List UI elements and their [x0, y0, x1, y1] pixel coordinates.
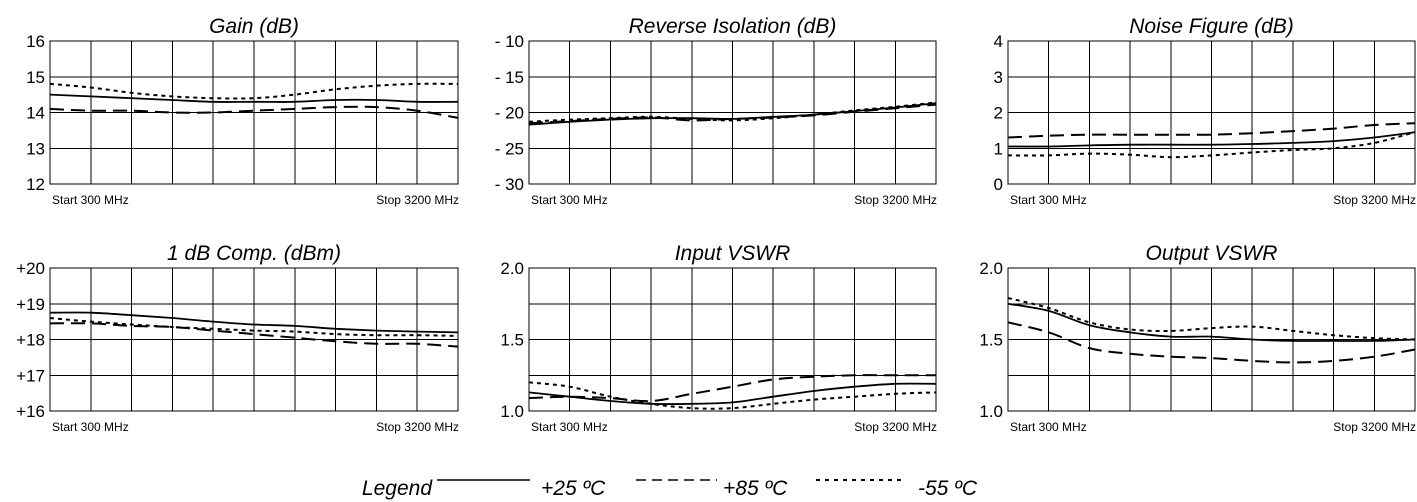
gain-title: Gain (dB): [209, 15, 299, 38]
output-vswr-ytick-label: 2.0: [979, 259, 1003, 278]
input-vswr-plot-frame: [528, 267, 937, 412]
reverse-isolation-title: Reverse Isolation (dB): [629, 15, 837, 38]
input-vswr-ytick-label: 1.5: [500, 331, 524, 350]
noise-figure-plot-frame: [1007, 40, 1416, 185]
input-vswr-x-stop-label: Stop 3200 MHz: [854, 420, 937, 434]
legend-label: Legend: [362, 477, 433, 500]
reverse-isolation-ytick-label: - 10: [495, 32, 524, 51]
reverse-isolation-ytick-label: - 20: [495, 104, 524, 123]
noise-figure-ytick-label: 4: [994, 32, 1003, 51]
output-vswr-ytick-label: 1.5: [979, 331, 1003, 350]
gain-ytick-label: 16: [26, 32, 45, 51]
p1db-x-stop-label: Stop 3200 MHz: [376, 420, 459, 434]
input-vswr-series-dashed: [528, 374, 936, 403]
noise-figure-series-dashed: [1007, 122, 1416, 139]
p1db-chart: 1 dB Comp. (dBm) +20 +19 +18 +17 +16 Start 300…: [16, 242, 459, 434]
gain-series-dashed: [49, 105, 459, 119]
reverse-isolation-ytick-label: - 25: [495, 139, 524, 158]
p1db-ytick-label: +20: [16, 259, 45, 278]
gain-ytick-label: 15: [26, 68, 45, 87]
p1db-series-solid: [49, 311, 459, 334]
gain-plot-frame: [49, 40, 459, 185]
p1db-series-dashed: [49, 322, 459, 348]
legend-item-plus85: +85 ºC: [723, 477, 788, 500]
output-vswr-series-dotted: [1007, 297, 1416, 341]
p1db-x-start-label: Start 300 MHz: [52, 420, 129, 434]
gain-ytick-label: 14: [26, 104, 45, 123]
noise-figure-ytick-label: 0: [994, 175, 1003, 194]
reverse-isolation-ytick-label: - 30: [495, 175, 524, 194]
reverse-isolation-x-stop-label: Stop 3200 MHz: [854, 193, 937, 207]
reverse-isolation-plot-frame: [528, 40, 937, 185]
p1db-ytick-label: +17: [16, 366, 45, 385]
gain-x-start-label: Start 300 MHz: [52, 193, 129, 207]
noise-figure-series-solid: [1007, 131, 1416, 148]
p1db-plot-frame: [49, 267, 459, 412]
p1db-series-dotted: [49, 317, 459, 337]
gain-chart: Gain (dB) 16 15 14 13 12 Start 300 MHz Stop 320…: [26, 15, 459, 207]
reverse-isolation-ytick-label: - 15: [495, 68, 524, 87]
input-vswr-ytick-label: 2.0: [500, 259, 524, 278]
input-vswr-title: Input VSWR: [675, 242, 791, 265]
reverse-isolation-series-dotted: [528, 101, 937, 123]
noise-figure-ytick-label: 3: [994, 68, 1003, 87]
gain-series-dotted: [49, 82, 459, 100]
noise-figure-series-dotted: [1007, 131, 1416, 159]
noise-figure-ytick-label: 1: [994, 139, 1003, 158]
input-vswr-x-start-label: Start 300 MHz: [531, 420, 608, 434]
legend-item-plus25: +25 ºC: [541, 477, 606, 500]
gain-ytick-label: 12: [26, 175, 45, 194]
input-vswr-series-solid: [528, 382, 937, 405]
reverse-isolation-x-start-label: Start 300 MHz: [531, 193, 608, 207]
noise-figure-x-start-label: Start 300 MHz: [1010, 193, 1087, 207]
output-vswr-series-solid: [1007, 302, 1416, 342]
noise-figure-ytick-label: 2: [994, 104, 1003, 123]
reverse-isolation-series-dashed: [528, 103, 937, 125]
output-vswr-title: Output VSWR: [1146, 242, 1278, 265]
legend-item-minus55: -55 ºC: [918, 477, 978, 500]
input-vswr-chart: Input VSWR 2.0 1.5 1.0 Start 300 MHz Stop 320…: [500, 242, 937, 434]
output-vswr-ytick-label: 1.0: [979, 402, 1003, 421]
noise-figure-title: Noise Figure (dB): [1129, 15, 1294, 38]
legend: Legend +25 ºC +85 ºC -55 ºC: [362, 477, 978, 500]
p1db-ytick-label: +18: [16, 331, 45, 350]
reverse-isolation-chart: Reverse Isolation (dB) - 10 - 15 - 20 - 25 - …: [495, 15, 937, 207]
output-vswr-series-dashed: [1007, 321, 1416, 364]
output-vswr-x-stop-label: Stop 3200 MHz: [1333, 420, 1416, 434]
gain-series-solid: [49, 93, 459, 103]
gain-x-stop-label: Stop 3200 MHz: [376, 193, 459, 207]
p1db-ytick-label: +16: [16, 402, 45, 421]
output-vswr-x-start-label: Start 300 MHz: [1010, 420, 1087, 434]
p1db-title: 1 dB Comp. (dBm): [167, 242, 341, 265]
noise-figure-chart: Noise Figure (dB) 4 3 2 1 0 Start 300 MHz Stop …: [994, 15, 1416, 207]
input-vswr-ytick-label: 1.0: [500, 402, 524, 421]
gain-ytick-label: 13: [26, 139, 45, 158]
p1db-ytick-label: +19: [16, 295, 45, 314]
output-vswr-chart: Output VSWR 2.0 1.5 1.0 Start 300 MHz Stop 32…: [979, 242, 1416, 434]
noise-figure-x-stop-label: Stop 3200 MHz: [1333, 193, 1416, 207]
